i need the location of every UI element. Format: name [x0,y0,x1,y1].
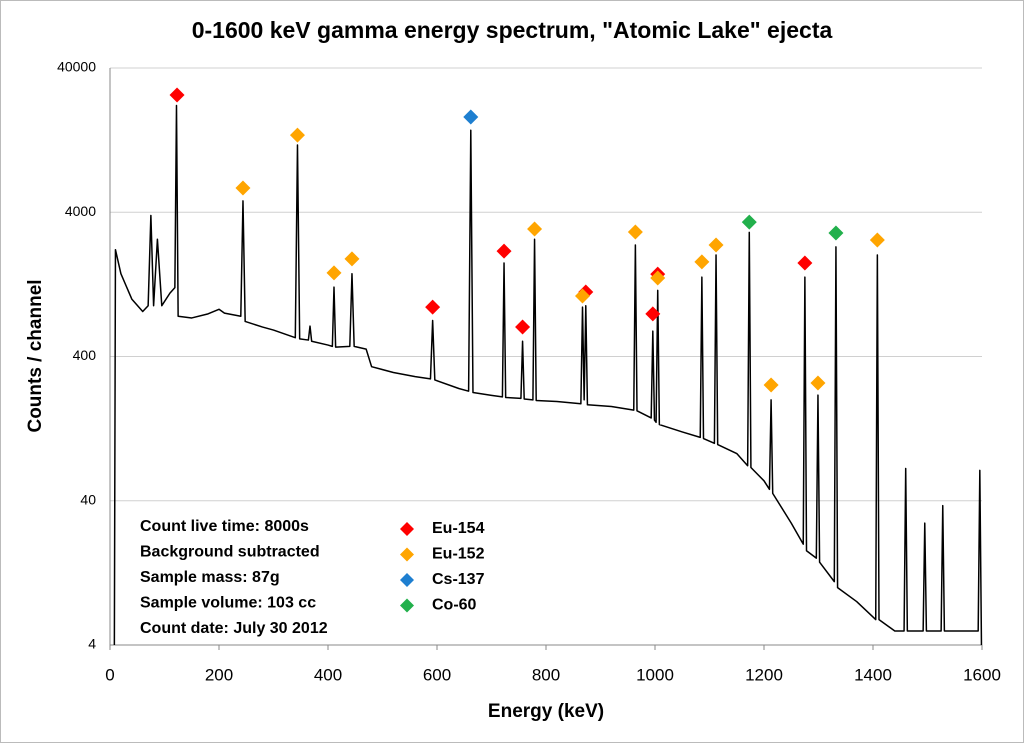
peak-marker [344,251,360,267]
y-tick-label: 40000 [57,59,96,75]
x-tick-label: 1600 [963,665,1001,684]
peak-marker [708,237,724,253]
annotation: Background subtracted [140,544,320,561]
peak-marker [763,377,779,393]
x-tick-label: 600 [423,665,451,684]
peak-marker [527,221,543,237]
legend-label: Cs-137 [432,571,485,588]
peak-marker [627,224,643,240]
legend-label: Eu-152 [432,546,485,563]
spectrum-line [113,104,983,645]
annotation: Sample mass: 87g [140,569,280,586]
x-axis-label: Energy (keV) [488,701,604,722]
peak-marker [235,180,251,196]
y-tick-label: 40 [80,491,96,507]
x-tick-label: 1400 [854,665,892,684]
peak-marker [810,375,826,391]
peak-marker [289,127,305,143]
legend-label: Eu-154 [432,520,485,537]
peak-marker [828,225,844,241]
y-tick-label: 4 [88,636,96,652]
peak-marker [645,306,661,322]
x-tick-label: 1000 [636,665,674,684]
legend-marker [400,598,414,613]
y-tick-label: 4000 [65,203,96,219]
peak-marker [515,319,531,335]
legend-label: Co-60 [432,597,477,614]
peak-marker [869,232,885,248]
legend-marker [400,547,414,562]
peak-marker [575,288,591,304]
x-tick-label: 1200 [745,665,783,684]
x-tick-label: 200 [205,665,233,684]
peak-marker [425,299,441,315]
y-tick-label: 400 [73,347,97,363]
peak-marker [463,109,479,125]
annotation: Count date: July 30 2012 [140,620,328,637]
x-tick-label: 0 [105,665,114,684]
chart-title: 0-1600 keV gamma energy spectrum, "Atomi… [192,17,833,43]
peak-marker [797,255,813,271]
annotation: Sample volume: 103 cc [140,595,316,612]
y-axis-label: Counts / channel [25,279,46,432]
peak-marker [694,254,710,270]
peak-marker [741,214,757,230]
legend-marker [400,522,414,536]
annotation: Count live time: 8000s [140,518,309,535]
legend-marker [400,573,414,587]
x-tick-label: 800 [532,665,560,684]
peak-marker [496,243,512,259]
plot-area [113,87,983,645]
x-tick-label: 400 [314,665,342,684]
peak-marker [326,265,342,281]
peak-marker [650,270,666,286]
peak-marker [169,87,185,103]
